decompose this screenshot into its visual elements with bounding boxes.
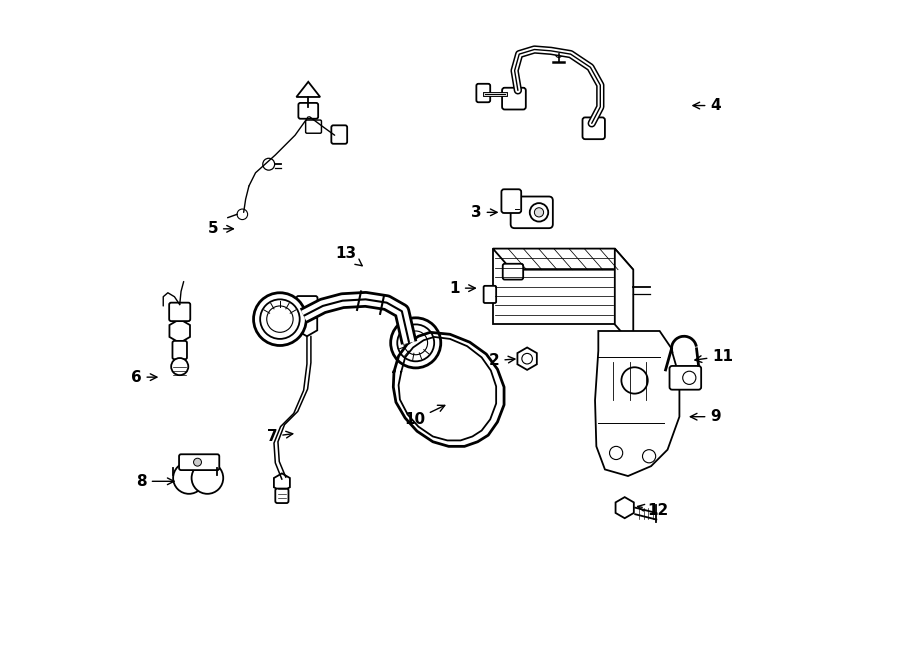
Text: 8: 8 — [136, 474, 174, 489]
Circle shape — [609, 446, 623, 459]
Text: 4: 4 — [693, 98, 721, 113]
Circle shape — [266, 306, 293, 332]
Polygon shape — [616, 497, 634, 518]
Text: 2: 2 — [489, 353, 515, 368]
Circle shape — [171, 358, 188, 375]
Polygon shape — [615, 249, 634, 346]
Text: 1: 1 — [449, 281, 475, 296]
Circle shape — [254, 293, 306, 346]
Polygon shape — [296, 82, 320, 97]
FancyBboxPatch shape — [173, 341, 187, 359]
FancyBboxPatch shape — [299, 103, 319, 118]
Text: 7: 7 — [266, 429, 292, 444]
Text: 11: 11 — [695, 349, 734, 363]
Polygon shape — [274, 473, 290, 492]
Text: 13: 13 — [336, 246, 362, 265]
Circle shape — [643, 449, 656, 463]
FancyBboxPatch shape — [331, 125, 347, 144]
Text: 9: 9 — [690, 409, 721, 424]
Circle shape — [260, 299, 300, 339]
FancyBboxPatch shape — [510, 197, 553, 228]
Text: 3: 3 — [471, 205, 497, 220]
Circle shape — [192, 462, 223, 494]
FancyBboxPatch shape — [296, 296, 318, 314]
Circle shape — [397, 324, 434, 361]
Circle shape — [555, 51, 562, 58]
Polygon shape — [297, 312, 317, 336]
FancyBboxPatch shape — [306, 120, 321, 133]
FancyBboxPatch shape — [179, 454, 220, 470]
Text: 5: 5 — [207, 221, 233, 236]
FancyBboxPatch shape — [502, 88, 526, 109]
FancyBboxPatch shape — [582, 117, 605, 139]
FancyBboxPatch shape — [476, 84, 491, 102]
Circle shape — [173, 462, 205, 494]
Polygon shape — [518, 348, 536, 370]
Circle shape — [404, 331, 428, 355]
Circle shape — [194, 458, 202, 466]
Polygon shape — [493, 249, 634, 269]
FancyBboxPatch shape — [670, 366, 701, 390]
FancyBboxPatch shape — [169, 303, 190, 321]
Circle shape — [621, 367, 648, 394]
Circle shape — [263, 158, 274, 170]
Circle shape — [535, 208, 544, 217]
Circle shape — [530, 203, 548, 222]
Circle shape — [237, 209, 248, 220]
Text: 6: 6 — [130, 369, 157, 385]
Text: 10: 10 — [404, 405, 445, 428]
Text: 12: 12 — [637, 503, 669, 518]
Circle shape — [522, 354, 533, 364]
Circle shape — [391, 318, 441, 368]
Circle shape — [683, 371, 696, 385]
FancyBboxPatch shape — [501, 189, 521, 213]
Polygon shape — [595, 331, 680, 476]
FancyBboxPatch shape — [275, 489, 289, 503]
Polygon shape — [169, 319, 190, 343]
Bar — [493, 249, 615, 324]
FancyBboxPatch shape — [503, 263, 523, 279]
FancyBboxPatch shape — [483, 286, 496, 303]
